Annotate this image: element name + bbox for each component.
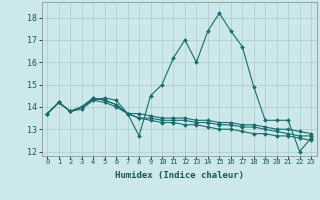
X-axis label: Humidex (Indice chaleur): Humidex (Indice chaleur)	[115, 171, 244, 180]
